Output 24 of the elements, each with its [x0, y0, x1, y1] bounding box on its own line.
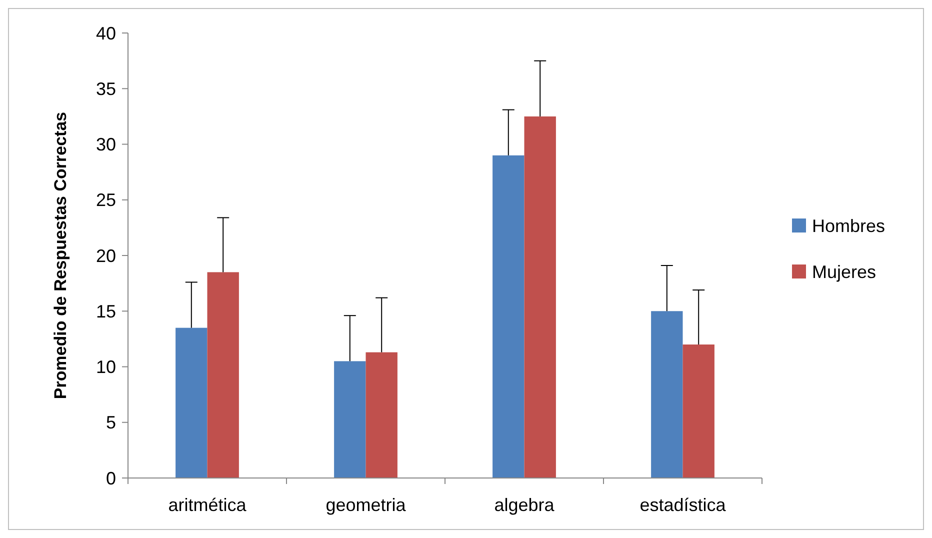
bar — [492, 155, 524, 478]
x-tick-label: algebra — [494, 495, 556, 515]
bar — [176, 328, 208, 478]
legend-label: Hombres — [812, 216, 886, 236]
legend-label: Mujeres — [812, 262, 876, 282]
bar — [651, 311, 683, 478]
y-tick-label: 35 — [96, 78, 116, 99]
bar — [207, 272, 239, 478]
y-tick-label: 0 — [106, 468, 116, 488]
bar — [682, 344, 714, 478]
y-tick-label: 10 — [96, 357, 116, 378]
x-tick-label: aritmética — [168, 495, 248, 515]
y-tick-label: 25 — [96, 190, 116, 210]
bar — [366, 352, 398, 478]
x-tick-label: geometria — [326, 495, 407, 515]
y-axis-title: Promedio de Respuestas Correctas — [51, 112, 70, 400]
y-tick-label: 30 — [96, 134, 116, 155]
bar — [524, 116, 556, 478]
y-tick-label: 20 — [96, 246, 116, 266]
bar — [334, 361, 366, 478]
y-tick-label: 15 — [96, 301, 116, 322]
y-tick-label: 5 — [106, 412, 116, 433]
x-tick-label: estadística — [640, 495, 727, 515]
y-tick-label: 40 — [96, 23, 116, 44]
